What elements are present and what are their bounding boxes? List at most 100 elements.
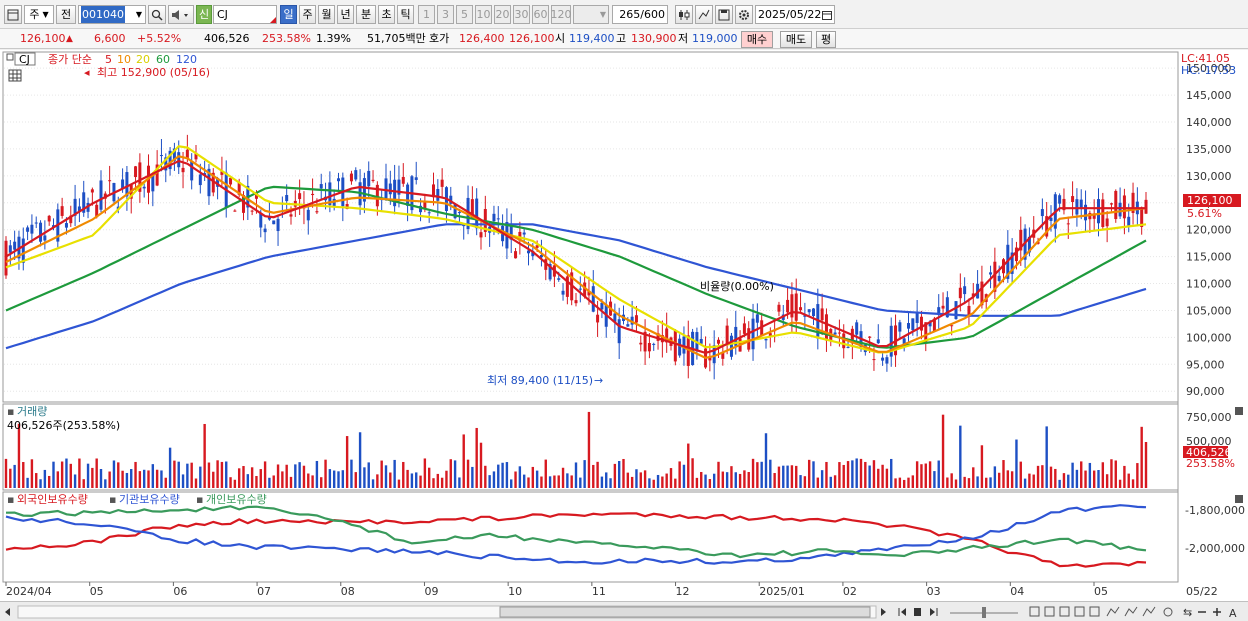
stock-code-input[interactable]: 001040 ▼ [78, 5, 146, 24]
window-icon[interactable] [4, 5, 22, 24]
low-arrow-icon: → [594, 374, 603, 387]
interval-30[interactable]: 30 [513, 5, 530, 24]
candle-body [77, 206, 81, 211]
volume-bar [557, 475, 560, 488]
interval-1[interactable]: 1 [418, 5, 435, 24]
volume-bar [255, 475, 258, 488]
candle-body [915, 311, 919, 323]
candle-body [319, 184, 323, 189]
interval-20[interactable]: 20 [494, 5, 511, 24]
volume-bar [661, 476, 664, 488]
vol-tick-500000: 500,000 [1186, 435, 1232, 448]
interval-60[interactable]: 60 [532, 5, 549, 24]
panel-close-icon[interactable] [1235, 495, 1243, 503]
chart-canvas[interactable]: 150,000145,000140,000135,000130,000125,0… [0, 50, 1248, 603]
interval-custom-select[interactable]: ▼ [573, 5, 609, 24]
volume-bar [855, 458, 858, 488]
interval-3[interactable]: 3 [437, 5, 454, 24]
candle-body [678, 338, 682, 356]
scroll-right-icon[interactable] [881, 608, 886, 616]
stop-icon[interactable] [914, 608, 921, 616]
tab-year[interactable]: 년 [337, 5, 354, 24]
panel-close-icon[interactable] [1235, 407, 1243, 415]
volume-bar [820, 470, 824, 488]
candle-body [332, 198, 336, 207]
panel-menu-icon[interactable] [6, 53, 14, 61]
trendline-icon[interactable] [695, 5, 713, 24]
tab-day[interactable]: 일 [280, 5, 297, 24]
volume-bar [259, 469, 262, 488]
tab-second[interactable]: 초 [378, 5, 395, 24]
candle-body [375, 184, 379, 207]
candle-body [26, 227, 30, 232]
volume-bar [924, 463, 927, 488]
auto-scale-icon[interactable]: A [1229, 607, 1237, 620]
layout-icon[interactable] [1074, 606, 1085, 617]
stock-title-box [14, 52, 36, 66]
search-icon[interactable] [148, 5, 166, 24]
candle-body [242, 195, 245, 213]
lc-label: LC:41.05 [1181, 52, 1230, 65]
market-type-label: 주 [29, 8, 40, 21]
tab-week[interactable]: 주 [299, 5, 316, 24]
speaker-icon[interactable] [168, 5, 194, 24]
layout-icon[interactable] [1044, 606, 1055, 617]
candle-body [250, 210, 254, 212]
candle-icon[interactable] [675, 5, 693, 24]
volume-bar [691, 458, 694, 488]
volume-bar [380, 460, 383, 488]
gear-icon[interactable] [735, 5, 753, 24]
volume-bar [285, 464, 288, 488]
volume-bar [307, 473, 310, 488]
layout-icon[interactable] [1089, 606, 1100, 617]
volume-bar [1006, 470, 1010, 488]
volume-bar [168, 447, 172, 488]
drawing-tool-icon[interactable] [1142, 606, 1156, 617]
prev-stock-button[interactable]: 전 [56, 5, 76, 24]
volume-bar [842, 464, 845, 488]
volume-bar [566, 473, 569, 488]
volume-bar [91, 467, 94, 488]
zoom-slider-thumb[interactable] [982, 607, 986, 618]
first-page-icon[interactable] [898, 608, 906, 616]
grid-icon[interactable] [8, 69, 22, 82]
candle-body [1144, 199, 1148, 214]
save-icon[interactable] [715, 5, 733, 24]
interval-5[interactable]: 5 [456, 5, 473, 24]
volume-bar [764, 433, 768, 488]
x-axis-label: 05 [1094, 585, 1108, 598]
drawing-tool-icon[interactable] [1124, 606, 1138, 617]
drawing-tool-icon[interactable] [1106, 606, 1120, 617]
candle-body [587, 291, 591, 296]
candle-body [989, 272, 993, 275]
volume-bar [795, 465, 798, 488]
data-count-field[interactable]: 265/600 [612, 5, 668, 24]
scroll-thumb[interactable] [499, 606, 871, 618]
sell-button[interactable]: 매도 [780, 31, 812, 48]
layout-icon[interactable] [1059, 606, 1070, 617]
volume-bar [1058, 479, 1061, 488]
interval-10[interactable]: 10 [475, 5, 492, 24]
candle-body [729, 335, 733, 357]
tab-month[interactable]: 월 [318, 5, 335, 24]
chart-area[interactable]: 150,000145,000140,000135,000130,000125,0… [0, 50, 1248, 603]
tab-tick[interactable]: 틱 [397, 5, 414, 24]
settings-icon[interactable] [1163, 607, 1173, 617]
candle-body [630, 316, 634, 325]
holding-tick-2: -2,000,000 [1185, 542, 1245, 555]
volume-bar [466, 459, 470, 488]
candle-body [1105, 218, 1109, 227]
last-page-icon[interactable] [930, 608, 938, 616]
tab-minute[interactable]: 분 [356, 5, 376, 24]
market-type-select[interactable]: 주 ▼ [24, 5, 54, 24]
layout-icon[interactable] [1029, 606, 1040, 617]
interval-120[interactable]: 120 [551, 5, 572, 24]
scroll-left-icon[interactable] [5, 608, 10, 616]
volume-bar [980, 445, 984, 488]
volume-bar [337, 471, 340, 488]
swap-icon[interactable]: ⇆ [1183, 606, 1192, 619]
buy-button[interactable]: 매수 [741, 31, 773, 48]
eval-button[interactable]: 평 [816, 31, 836, 48]
candle-body [544, 259, 548, 270]
date-input[interactable]: 2025/05/22 [755, 5, 835, 24]
